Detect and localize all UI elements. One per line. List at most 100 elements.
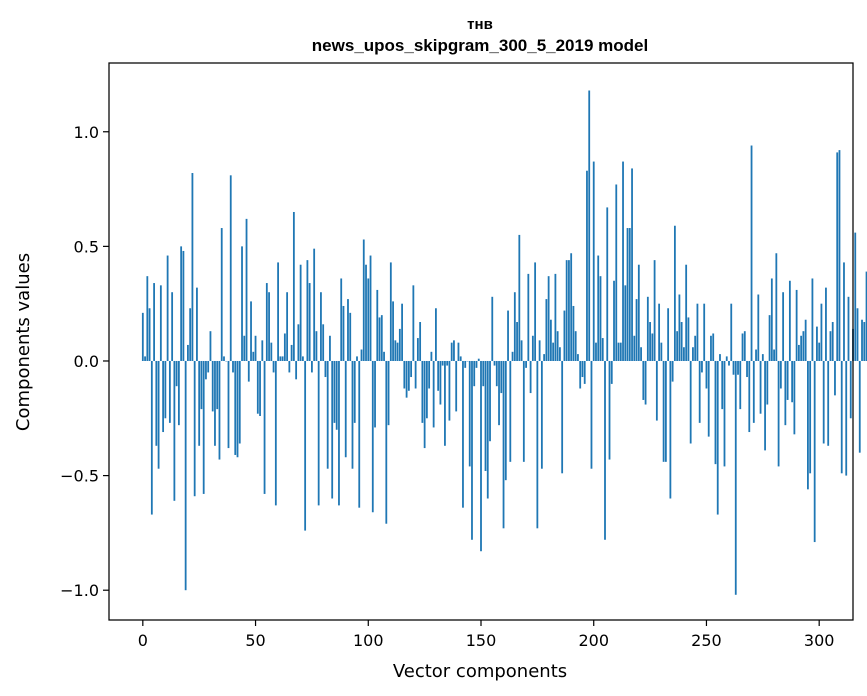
bar <box>261 340 264 361</box>
bar <box>590 360 593 469</box>
bar <box>198 360 201 446</box>
x-tick-label: 100 <box>353 631 384 650</box>
x-tick-label: 50 <box>245 631 265 650</box>
bar <box>777 360 780 467</box>
bar <box>840 360 843 474</box>
y-tick-label: 0.0 <box>74 352 99 371</box>
bar <box>265 283 268 361</box>
bar <box>770 278 773 361</box>
bar <box>389 262 392 361</box>
bar <box>822 360 825 444</box>
bar <box>304 360 307 531</box>
bar <box>577 354 579 361</box>
bar <box>538 340 541 361</box>
bar <box>861 319 863 361</box>
bar <box>588 90 591 361</box>
bar <box>838 150 841 361</box>
bar <box>773 349 775 361</box>
chart-subtitle: news_upos_skipgram_300_5_2019 model <box>312 36 648 55</box>
bar <box>764 360 766 451</box>
bar <box>448 360 451 421</box>
bar <box>703 303 706 361</box>
bar <box>430 351 433 361</box>
bar <box>444 360 446 446</box>
y-tick-label: −0.5 <box>60 467 99 486</box>
bar <box>507 310 509 361</box>
bar <box>489 360 491 442</box>
bar <box>288 360 291 373</box>
x-tick-label: 250 <box>691 631 722 650</box>
bar <box>701 360 703 373</box>
bar <box>714 360 717 465</box>
bar <box>441 360 444 366</box>
bar <box>450 342 453 361</box>
bar <box>500 360 503 394</box>
bar <box>818 342 821 361</box>
bar <box>570 253 573 361</box>
bar <box>689 360 692 444</box>
bar <box>495 360 498 387</box>
y-axis-ticks: −1.0 −0.5 0.0 0.5 1.0 <box>60 123 109 600</box>
bar <box>759 360 762 414</box>
bar <box>376 289 379 361</box>
bar <box>432 360 435 428</box>
bar <box>534 262 537 361</box>
bar <box>516 322 518 361</box>
bar <box>272 360 275 373</box>
bar <box>301 356 304 361</box>
bar <box>737 360 739 375</box>
bar <box>843 262 845 361</box>
bar <box>649 322 651 361</box>
bar <box>252 351 255 361</box>
bar <box>403 360 406 389</box>
bar <box>245 218 248 361</box>
bar <box>340 278 343 361</box>
bar <box>676 331 679 361</box>
bar <box>698 360 701 423</box>
bar <box>622 161 624 361</box>
bar <box>342 305 345 361</box>
bar <box>673 225 676 361</box>
bar <box>543 354 546 361</box>
bar <box>775 253 778 361</box>
bar <box>779 360 782 389</box>
bar <box>498 360 500 426</box>
bar <box>568 260 570 361</box>
bar <box>536 360 539 529</box>
bar <box>338 360 340 506</box>
bar <box>667 308 670 361</box>
bar <box>527 273 530 361</box>
bar <box>540 360 543 469</box>
bar <box>786 360 789 400</box>
x-axis-ticks: 0 50 100 150 200 250 300 <box>138 620 834 650</box>
bar <box>565 260 568 361</box>
bar <box>202 360 205 494</box>
bar <box>362 239 365 361</box>
bar <box>793 360 796 435</box>
bar <box>175 360 178 387</box>
bar <box>716 360 719 515</box>
bar <box>159 285 162 361</box>
bar <box>471 360 473 540</box>
bar <box>581 360 584 378</box>
bar <box>820 303 823 361</box>
bar <box>166 255 169 361</box>
bar <box>279 356 282 361</box>
bar <box>752 360 755 423</box>
bar <box>734 360 737 595</box>
bar <box>559 347 561 361</box>
bar <box>401 303 403 361</box>
bar <box>297 324 300 361</box>
bar <box>750 145 753 361</box>
bar <box>628 228 631 361</box>
bar <box>428 360 431 389</box>
bar <box>518 234 521 361</box>
bar <box>306 260 309 361</box>
bar <box>658 303 661 361</box>
bar <box>412 285 415 361</box>
bar <box>196 287 198 361</box>
bar <box>254 335 257 361</box>
bar <box>189 308 192 361</box>
bar <box>825 287 827 361</box>
